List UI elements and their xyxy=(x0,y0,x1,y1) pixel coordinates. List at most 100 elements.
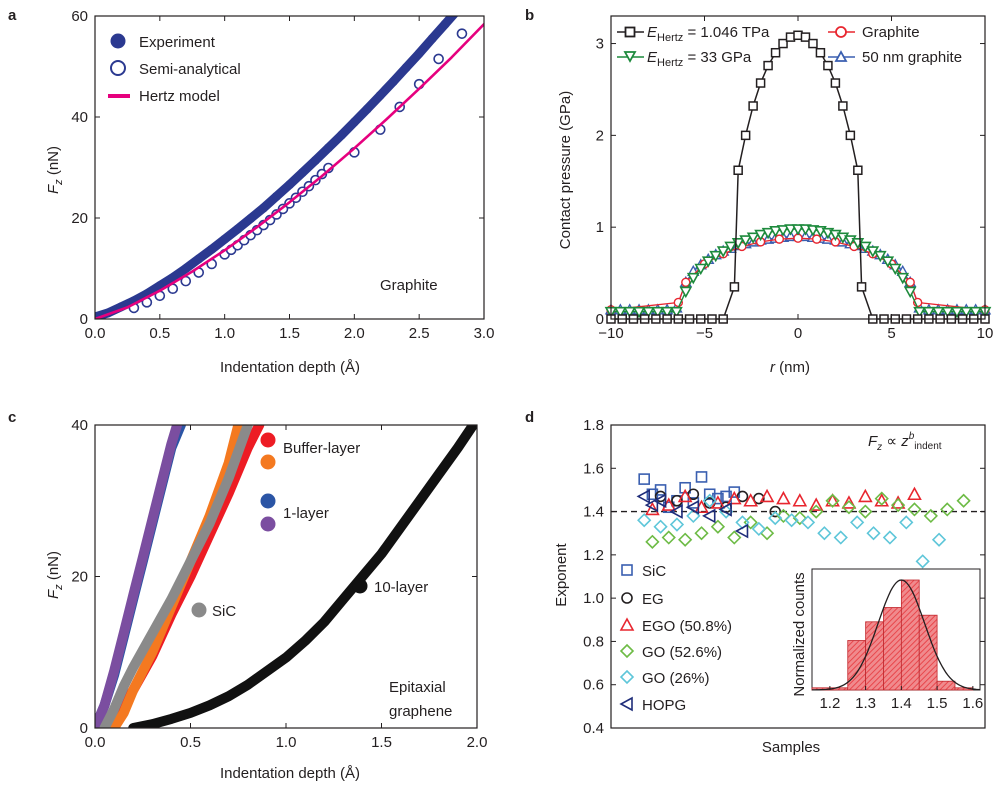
panel-d-ytick-label: 0.6 xyxy=(583,677,604,694)
1046tpa-point xyxy=(853,165,863,176)
go-26-point xyxy=(686,508,701,524)
panel-c-ylabel: Fz (nN) xyxy=(45,551,65,599)
one-layer-purple-curve xyxy=(95,425,183,728)
panel-d: d 0.4 0.6 0.8 1.0 1.2 1.4 1.6 1.8 Fz ∝ zbindent… xyxy=(525,409,986,756)
go-26-point xyxy=(817,526,832,541)
go-26-point xyxy=(833,530,848,545)
panel-a-annotation: Graphite xyxy=(380,277,438,294)
panel-d-ytick-label: 1.0 xyxy=(583,590,604,607)
experiment-point xyxy=(259,203,269,213)
legend-experiment-label: Experiment xyxy=(139,34,216,51)
experiment-point xyxy=(297,168,307,178)
1046tpa-point xyxy=(740,130,751,141)
legend-semi-analytical-marker xyxy=(110,60,126,76)
experiment-point xyxy=(454,5,463,14)
go-52-point xyxy=(907,502,922,517)
experiment-point xyxy=(233,224,243,234)
experiment-point xyxy=(388,77,398,87)
inset-xtick-label: 1.4 xyxy=(891,695,912,712)
panel-c-ytick-label: 0 xyxy=(80,720,88,737)
go-52-point xyxy=(710,519,726,534)
legend-hopg-label: HOPG xyxy=(642,697,686,714)
go-52-point xyxy=(956,493,971,508)
panel-b-xtick-label: 10 xyxy=(977,325,994,342)
eg-point xyxy=(769,505,782,518)
ego-point xyxy=(776,490,791,505)
eg-point xyxy=(753,492,765,505)
inset-bar xyxy=(883,607,902,691)
graphite-point xyxy=(812,234,822,244)
panel-c-xtick-label: 2.0 xyxy=(467,734,488,751)
go-26-point xyxy=(899,515,914,530)
experiment-point xyxy=(285,180,294,190)
1046tpa-point xyxy=(815,47,826,58)
semi-analytical-point xyxy=(433,53,444,65)
33gpa-point xyxy=(686,272,700,285)
panel-a: a 0.0 0.5 1.0 1.5 2.0 2.5 3.0 0 20 40 60 Experimen… xyxy=(8,5,494,376)
experiment-point xyxy=(427,34,437,44)
go-52-point xyxy=(694,526,709,541)
panel-b-legend: EHertz = 1.046 TPa EHertz = 33 GPa Graph… xyxy=(617,24,962,69)
panel-a-axes: 0.0 0.5 1.0 1.5 2.0 2.5 3.0 0 20 40 60 xyxy=(71,8,494,342)
sic-point xyxy=(679,481,691,494)
go-26-point xyxy=(784,513,799,528)
inset-bar xyxy=(918,614,938,691)
33gpa-point xyxy=(739,235,752,247)
1046tpa-point xyxy=(763,60,773,71)
legend-1046-marker xyxy=(624,26,636,38)
hertz-model-line xyxy=(95,22,484,319)
panel-a-plot-area xyxy=(95,5,484,319)
33gpa-point xyxy=(724,241,738,254)
panel-d-ytick-label: 1.2 xyxy=(583,547,604,564)
axes-frame xyxy=(610,424,986,729)
ego-point xyxy=(759,488,775,503)
hopg-point xyxy=(734,523,749,539)
go-26-point xyxy=(637,513,652,528)
33gpa-point xyxy=(651,306,665,319)
33gpa-point xyxy=(694,263,708,276)
panel-c-xtick-label: 0.0 xyxy=(85,734,106,751)
legend-semi-analytical-label: Semi-analytical xyxy=(139,61,241,78)
sic-marker xyxy=(191,602,207,618)
33gpa-point xyxy=(950,306,964,319)
1046tpa-point xyxy=(800,32,811,42)
inset-bar xyxy=(936,680,956,691)
33gpa-point xyxy=(873,250,887,263)
ego-point xyxy=(808,497,824,511)
panel-d-ytick-label: 0.8 xyxy=(583,633,604,650)
label-10-layer: 10-layer xyxy=(374,579,428,596)
legend-ego-label: EGO (50.8%) xyxy=(642,618,732,635)
graphite-line xyxy=(610,237,986,311)
33gpa-point xyxy=(769,226,782,238)
go-26-point xyxy=(866,526,881,541)
experiment-point xyxy=(414,48,424,58)
50nm-graphite-line xyxy=(610,235,986,311)
experiment-point xyxy=(349,117,359,127)
panel-c-labels: Buffer-layer 1-layer 10-layer SiC Epitax… xyxy=(191,432,452,720)
ego-point xyxy=(857,488,873,503)
panel-label-c: c xyxy=(8,409,16,426)
33gpa-point xyxy=(670,306,683,319)
panel-c-series xyxy=(95,425,477,728)
panel-c-ytick-label: 40 xyxy=(71,417,88,434)
experiment-point xyxy=(207,244,217,254)
panel-c-annotation-line1: Epitaxial xyxy=(389,679,446,696)
panel-c: c 0.0 0.5 1.0 1.5 2.0 0 20 40 Buffer-layer 1-la… xyxy=(8,409,487,782)
panel-a-xtick-label: 0.0 xyxy=(85,325,106,342)
panel-a-xtick-label: 2.5 xyxy=(409,325,430,342)
ego-point xyxy=(825,493,840,507)
legend-go-26-marker xyxy=(619,669,635,685)
33gpa-point xyxy=(969,306,983,319)
buffer-orange-marker xyxy=(260,454,276,470)
inset-xtick-label: 1.3 xyxy=(855,695,876,712)
panel-b-axes: −10 −5 0 5 10 0 1 2 3 xyxy=(596,15,994,342)
legend-experiment-marker xyxy=(110,33,126,49)
ego-point xyxy=(677,488,693,503)
33gpa-point xyxy=(642,306,655,319)
panel-a-ylabel: Fz (nN) xyxy=(45,146,65,194)
go-52-point xyxy=(940,502,955,517)
semi-analytical-point xyxy=(456,28,468,39)
go-52-point xyxy=(825,493,840,508)
panel-d-xlabel: Samples xyxy=(762,739,820,756)
legend-go-26-label: GO (26%) xyxy=(642,670,710,687)
